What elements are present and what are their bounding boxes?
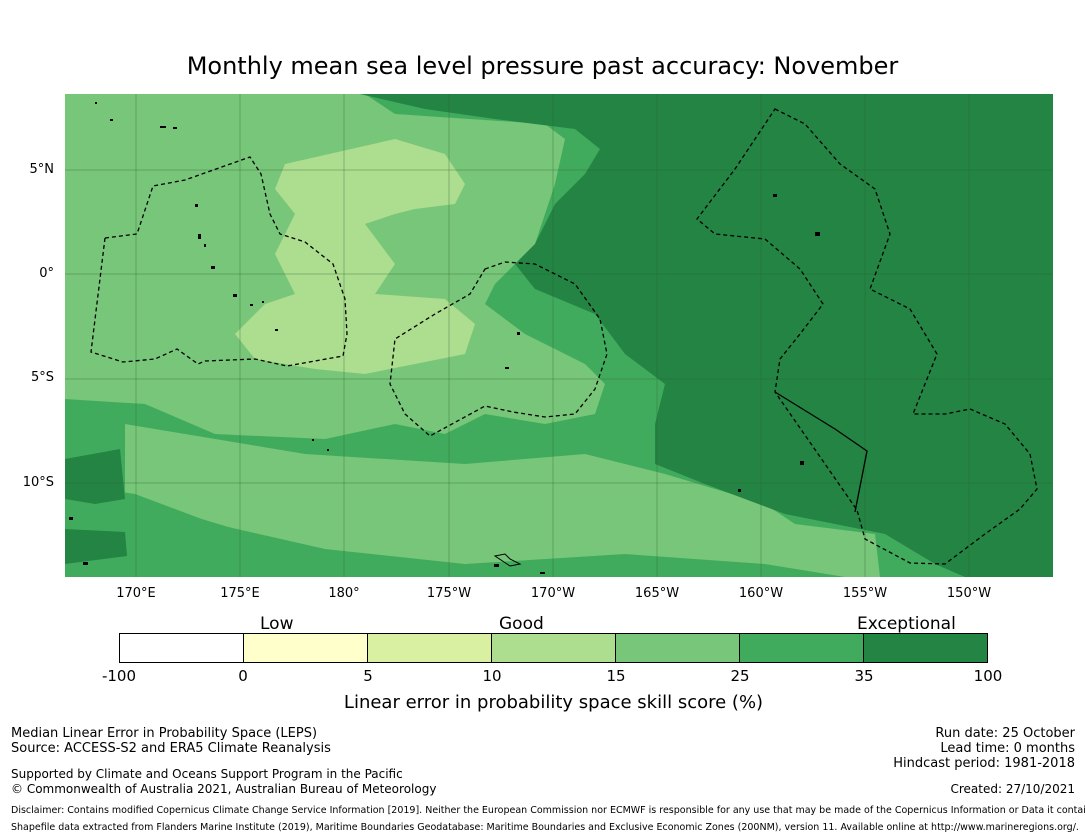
colorbar-label-good: Good — [499, 614, 544, 634]
eez-phoenix — [389, 261, 608, 437]
region-10-15-centre — [235, 139, 475, 374]
disclaimer: Disclaimer: Contains modified Copernicus… — [11, 805, 1085, 816]
colorbar-segment — [740, 634, 864, 662]
region-35-100-east — [360, 94, 1053, 577]
hindcast-period: Hindcast period: 1981-2018 — [893, 756, 1075, 771]
lon-label-180: 180° — [328, 586, 360, 601]
colorbar-tick: 10 — [482, 667, 502, 685]
colorbar-tick: 5 — [363, 667, 373, 685]
info-line-1: Median Linear Error in Probability Space… — [11, 726, 318, 741]
lon-label-170w: 170°W — [530, 586, 576, 601]
lon-label-155w: 155°W — [842, 586, 888, 601]
colorbar-segment — [244, 634, 368, 662]
eez-solid-boundary — [774, 391, 868, 513]
colorbar-segment — [864, 634, 987, 662]
colorbar-tick: 100 — [973, 667, 1003, 685]
lon-label-170e: 170°E — [116, 586, 156, 601]
gridlines — [65, 94, 1053, 577]
lon-label-175e: 175°E — [220, 586, 260, 601]
shapefile-credit: Shapefile data extracted from Flanders M… — [11, 822, 1079, 833]
islands — [69, 102, 820, 574]
colorbar-segment — [120, 634, 244, 662]
lat-label-10s: 10°S — [22, 475, 54, 490]
colorbar-tick: 25 — [730, 667, 750, 685]
colorbar — [119, 633, 988, 663]
region-35-100-sw2 — [65, 529, 127, 564]
lat-label-5n: 5°N — [29, 162, 55, 177]
chart-title: Monthly mean sea level pressure past acc… — [186, 52, 899, 80]
skill-map[interactable] — [65, 94, 1053, 577]
map-canvas — [65, 94, 1053, 577]
colorbar-segment — [368, 634, 492, 662]
colorbar-label-exceptional: Exceptional — [857, 614, 956, 634]
created-date: Created: 27/10/2021 — [950, 782, 1075, 796]
lon-label-175w: 175°W — [426, 586, 472, 601]
lon-label-150w: 150°W — [946, 586, 992, 601]
region-15-25-south — [125, 424, 880, 577]
islands-samoa — [493, 553, 522, 567]
lat-label-0: 0° — [39, 266, 54, 281]
run-date: Run date: 25 October — [935, 726, 1075, 741]
colorbar-axis-label: Linear error in probability space skill … — [343, 692, 764, 713]
lon-label-165w: 165°W — [634, 586, 680, 601]
region-25-35-south — [65, 484, 845, 577]
eez-boundaries — [90, 108, 1038, 565]
colorbar-segment — [492, 634, 616, 662]
info-line-3: Supported by Climate and Oceans Support … — [11, 767, 403, 781]
colorbar-tick: 15 — [606, 667, 626, 685]
eez-line-islands — [696, 108, 1038, 565]
eez-kiribati-gilbert — [90, 156, 348, 367]
info-line-4: © Commonwealth of Australia 2021, Austra… — [11, 782, 437, 796]
region-35-100-sw — [65, 449, 125, 504]
colorbar-tick: 35 — [854, 667, 874, 685]
colorbar-tick: -100 — [101, 667, 137, 685]
colorbar-segment — [616, 634, 740, 662]
colorbar-tick: 0 — [238, 667, 248, 685]
lat-label-5s: 5°S — [30, 370, 54, 385]
lead-time: Lead time: 0 months — [940, 741, 1075, 756]
info-line-2: Source: ACCESS-S2 and ERA5 Climate Reana… — [11, 741, 331, 756]
lon-label-160w: 160°W — [738, 586, 784, 601]
colorbar-label-low: Low — [260, 614, 294, 634]
